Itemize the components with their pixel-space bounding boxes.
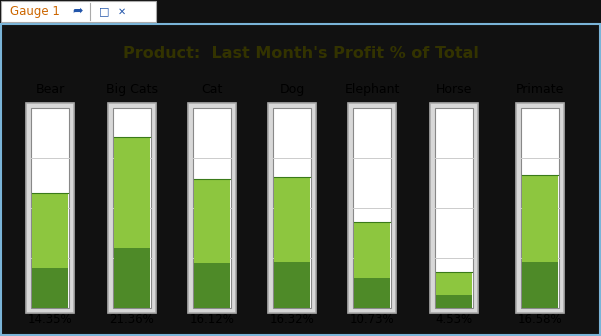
Text: □: □: [99, 6, 109, 16]
Bar: [1, 1, 156, 22]
Text: ✕: ✕: [118, 6, 126, 16]
Bar: [436, 295, 472, 308]
Bar: [32, 268, 68, 308]
Bar: [273, 108, 311, 308]
Text: 16.58%: 16.58%: [517, 313, 563, 326]
Bar: [274, 262, 310, 308]
Bar: [194, 179, 230, 263]
Bar: [354, 278, 390, 308]
Text: 14.35%: 14.35%: [28, 313, 72, 326]
Text: Cat: Cat: [201, 83, 223, 96]
Bar: [522, 175, 558, 261]
Bar: [188, 103, 236, 313]
Text: Primate: Primate: [516, 83, 564, 96]
Text: Horse: Horse: [436, 83, 472, 96]
Text: 16.12%: 16.12%: [189, 313, 234, 326]
Text: Gauge 1: Gauge 1: [10, 5, 60, 18]
Bar: [108, 103, 156, 313]
Bar: [114, 248, 150, 308]
Text: Big Cats: Big Cats: [106, 83, 158, 96]
Bar: [32, 193, 68, 268]
Bar: [354, 222, 390, 278]
Bar: [114, 137, 150, 248]
Text: Product:  Last Month's Profit % of Total: Product: Last Month's Profit % of Total: [123, 46, 479, 61]
Bar: [26, 103, 74, 313]
Text: Elephant: Elephant: [344, 83, 400, 96]
Bar: [348, 103, 396, 313]
Bar: [516, 103, 564, 313]
Text: Dog: Dog: [279, 83, 305, 96]
Text: 10.73%: 10.73%: [350, 313, 394, 326]
Bar: [353, 108, 391, 308]
Text: ➦: ➦: [73, 5, 84, 18]
Text: 16.32%: 16.32%: [270, 313, 314, 326]
Bar: [435, 108, 473, 308]
Bar: [521, 108, 559, 308]
Bar: [268, 103, 316, 313]
Bar: [194, 263, 230, 308]
Bar: [274, 177, 310, 262]
Bar: [193, 108, 231, 308]
Bar: [522, 261, 558, 308]
Text: Bear: Bear: [35, 83, 65, 96]
Bar: [31, 108, 69, 308]
Bar: [430, 103, 478, 313]
Text: 4.53%: 4.53%: [436, 313, 472, 326]
Bar: [113, 108, 151, 308]
Text: 21.36%: 21.36%: [109, 313, 154, 326]
Bar: [436, 272, 472, 295]
